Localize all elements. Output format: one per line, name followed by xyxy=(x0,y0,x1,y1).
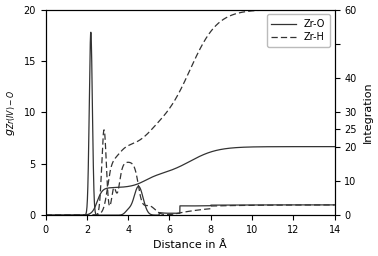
Y-axis label: $g_{Zr(IV)-O}$: $g_{Zr(IV)-O}$ xyxy=(6,89,18,136)
Zr-O xyxy=(88,31,93,34)
Line: Zr-H: Zr-H xyxy=(46,130,335,215)
Legend: Zr-O, Zr-H: Zr-O, Zr-H xyxy=(266,14,330,47)
Zr-O xyxy=(184,204,189,207)
Y-axis label: Integration: Integration xyxy=(363,82,372,143)
Zr-O xyxy=(43,214,48,217)
Zr-O xyxy=(324,203,328,206)
Zr-H xyxy=(177,212,181,215)
Zr-O xyxy=(332,203,337,206)
Zr-H xyxy=(332,204,337,207)
Zr-H xyxy=(271,204,276,207)
Zr-H xyxy=(58,214,63,217)
X-axis label: Distance in Å: Distance in Å xyxy=(153,240,227,250)
Zr-O xyxy=(177,212,181,215)
Zr-H xyxy=(184,210,189,213)
Zr-H xyxy=(102,128,106,131)
Zr-O xyxy=(324,203,329,206)
Zr-H xyxy=(43,214,48,217)
Line: Zr-O: Zr-O xyxy=(46,32,335,215)
Zr-O xyxy=(271,203,276,206)
Zr-O xyxy=(58,214,63,217)
Zr-H xyxy=(324,204,329,207)
Zr-H xyxy=(324,204,328,207)
